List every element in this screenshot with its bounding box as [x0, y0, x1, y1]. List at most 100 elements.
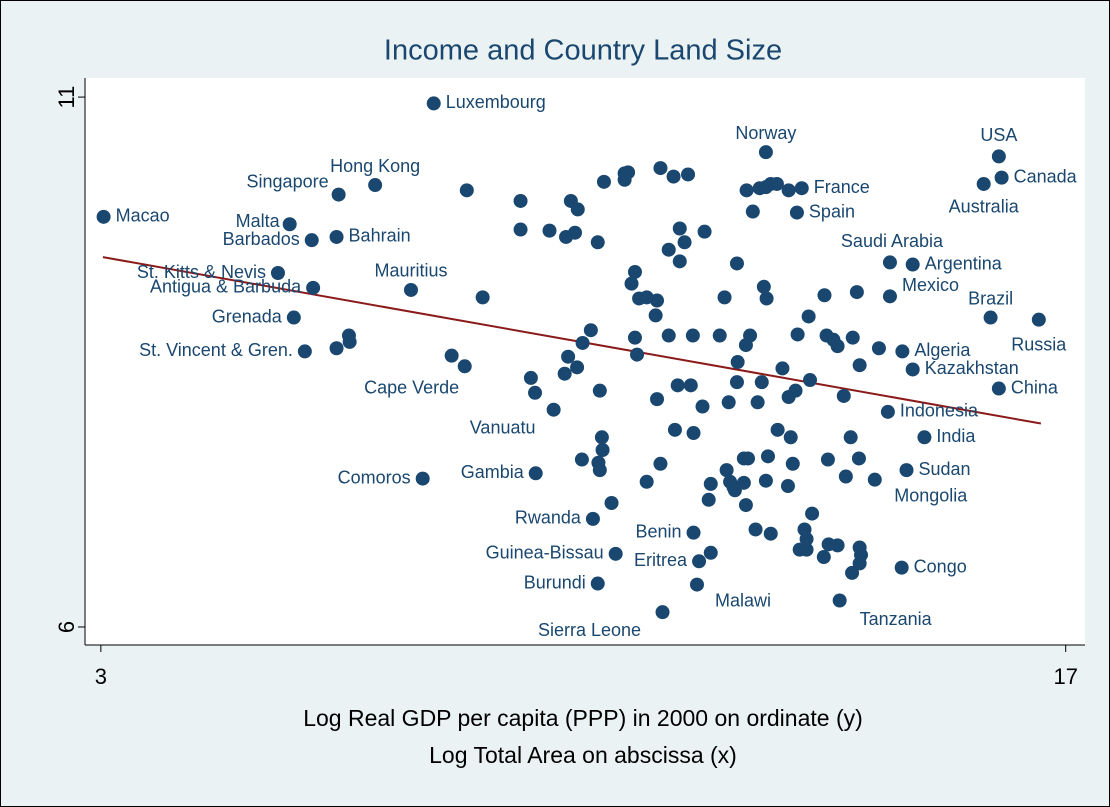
axis-title: Log Total Area on abscissa (x) — [429, 742, 737, 768]
point — [672, 221, 687, 236]
point — [426, 96, 441, 111]
point — [703, 545, 718, 560]
point — [457, 359, 472, 374]
point — [661, 242, 676, 257]
point — [730, 355, 745, 370]
point-label: Congo — [914, 556, 967, 576]
point — [729, 375, 744, 390]
point-label: Barbados — [223, 229, 300, 249]
point — [836, 388, 851, 403]
point — [686, 525, 701, 540]
point-label: Norway — [735, 123, 796, 143]
point-label: Vanuatu — [470, 417, 536, 437]
point — [574, 452, 589, 467]
point-label: Mexico — [902, 275, 959, 295]
point — [763, 526, 778, 541]
point — [845, 330, 860, 345]
point — [739, 183, 754, 198]
point-label: Guinea-Bissau — [486, 543, 604, 563]
point-label: Grenada — [212, 306, 283, 326]
point — [789, 205, 804, 220]
point — [523, 370, 538, 385]
point — [617, 172, 632, 187]
chart-title: Income and Country Land Size — [384, 35, 782, 67]
point — [750, 395, 765, 410]
plot-region — [85, 78, 1085, 645]
point — [852, 556, 867, 571]
point — [701, 492, 716, 507]
x-tick-label: 3 — [95, 664, 107, 689]
point — [96, 209, 111, 224]
y-tick-label: 11 — [54, 86, 79, 109]
point — [528, 466, 543, 481]
x-tick-label: 17 — [1053, 664, 1077, 689]
point — [712, 328, 727, 343]
point — [781, 183, 796, 198]
point-label: Rwanda — [515, 508, 582, 528]
point — [780, 479, 795, 494]
point — [697, 224, 712, 239]
point-label: Mauritius — [374, 261, 447, 281]
point — [703, 476, 718, 491]
point — [608, 546, 623, 561]
point — [759, 291, 774, 306]
point — [304, 233, 319, 248]
point — [852, 358, 867, 373]
point — [794, 181, 809, 196]
point — [592, 463, 607, 478]
point — [546, 402, 561, 417]
point — [758, 473, 773, 488]
point — [843, 430, 858, 445]
point — [727, 483, 742, 498]
point-label: Bahrain — [349, 226, 411, 246]
point — [639, 474, 654, 489]
point — [803, 373, 818, 388]
point — [306, 280, 321, 295]
point — [590, 235, 605, 250]
point — [729, 256, 744, 271]
point — [799, 542, 814, 557]
point — [368, 178, 383, 193]
point — [650, 293, 665, 308]
point — [917, 430, 932, 445]
point — [661, 328, 676, 343]
point-label: Sierra Leone — [538, 620, 641, 640]
point — [817, 288, 832, 303]
point-label: India — [936, 426, 976, 446]
point — [557, 366, 572, 381]
point — [882, 289, 897, 304]
point — [770, 422, 785, 437]
point-label: Gambia — [461, 462, 525, 482]
point — [590, 576, 605, 591]
point — [976, 176, 991, 191]
point — [717, 290, 732, 305]
point — [624, 276, 639, 291]
point — [745, 204, 760, 219]
point-label: St. Vincent & Gren. — [139, 340, 293, 360]
point — [415, 471, 430, 486]
point — [331, 187, 346, 202]
point — [790, 327, 805, 342]
point — [738, 498, 753, 513]
point — [775, 361, 790, 376]
point — [832, 593, 847, 608]
point — [575, 335, 590, 350]
point-label: Spain — [809, 201, 855, 221]
point — [721, 395, 736, 410]
point — [286, 310, 301, 325]
point — [444, 348, 459, 363]
point — [882, 255, 897, 270]
point — [650, 392, 665, 407]
point-label: Antigua & Barbuda — [150, 277, 302, 297]
point-label: USA — [980, 125, 1017, 145]
point — [695, 399, 710, 414]
axis-title: Log Real GDP per capita (PPP) in 2000 on… — [303, 705, 863, 731]
point — [1031, 312, 1046, 327]
point — [630, 347, 645, 362]
point-label: Mongolia — [894, 485, 968, 505]
point — [894, 560, 909, 575]
point — [748, 522, 763, 537]
point-label: Australia — [949, 197, 1020, 217]
point-label: China — [1011, 377, 1059, 397]
